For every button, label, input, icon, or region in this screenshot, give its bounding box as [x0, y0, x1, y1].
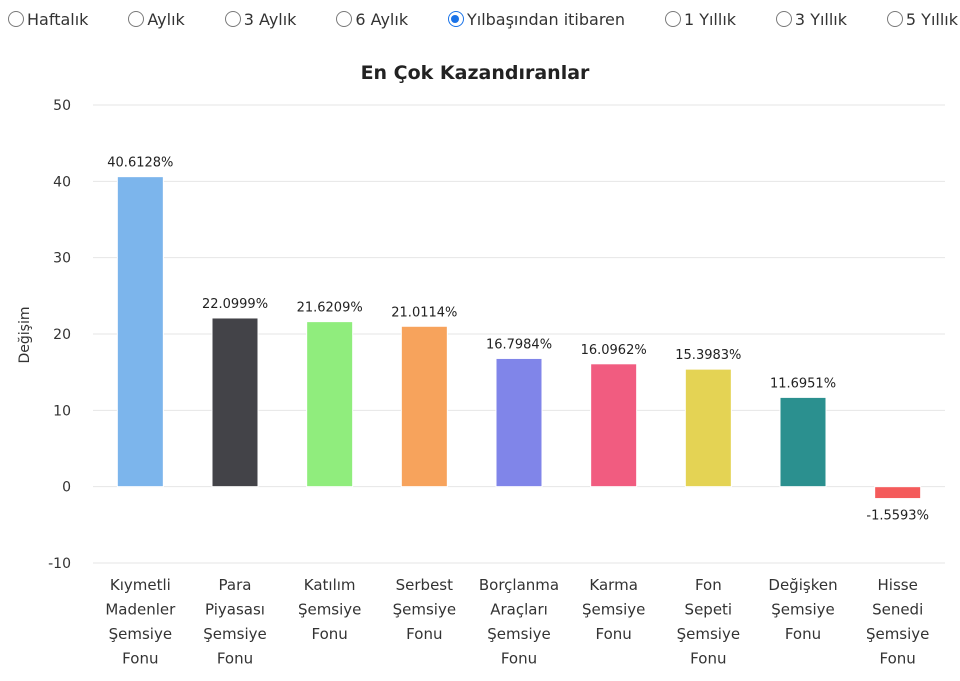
data-label: 16.7984% — [486, 337, 552, 352]
filter-option[interactable]: 1 Yıllık — [664, 9, 737, 29]
x-category-label: Madenler — [105, 601, 176, 619]
x-category-label: Serbest — [396, 576, 453, 594]
x-category-label: Fonu — [596, 625, 632, 643]
y-tick-label: 40 — [53, 174, 71, 190]
data-label: 40.6128% — [107, 156, 173, 171]
filter-option-label: 3 Yıllık — [794, 9, 848, 29]
bar[interactable] — [590, 363, 638, 488]
x-category-label: Katılım — [304, 576, 356, 594]
filter-option[interactable]: 3 Yıllık — [775, 9, 848, 29]
bar[interactable] — [400, 325, 448, 488]
y-tick-label: 0 — [62, 480, 71, 496]
x-category-label: Fonu — [785, 625, 821, 643]
x-category-label: Fonu — [880, 650, 916, 668]
x-category-label: Şemsiye — [677, 625, 740, 643]
data-label: 21.0114% — [391, 305, 457, 320]
y-axis-ticks: -10 0 10 20 30 40 50 — [48, 98, 71, 572]
x-category-label: Şemsiye — [487, 625, 550, 643]
bars — [116, 176, 922, 500]
x-category-label: Şemsiye — [582, 601, 645, 619]
x-category-label: Borçlanma — [479, 576, 559, 594]
x-category-label: Fonu — [501, 650, 537, 668]
bar[interactable] — [116, 176, 164, 488]
filter-option-label: 1 Yıllık — [683, 9, 737, 29]
bar[interactable] — [874, 486, 922, 500]
x-category-label: Fonu — [406, 625, 442, 643]
y-tick-label: -10 — [48, 556, 71, 572]
radio-button[interactable] — [886, 11, 903, 27]
data-label: 16.0962% — [581, 343, 647, 358]
y-tick-label: 30 — [53, 251, 71, 267]
x-category-label: Şemsiye — [203, 625, 266, 643]
x-category-label: Fonu — [122, 650, 158, 668]
data-label: 11.6951% — [770, 376, 836, 391]
y-tick-label: 10 — [53, 403, 71, 419]
x-category-label: Araçları — [490, 601, 548, 619]
filter-option[interactable]: Haftalık — [8, 10, 88, 29]
filter-option-label: Aylık — [147, 9, 185, 29]
x-category-label: Şemsiye — [771, 601, 834, 619]
x-category-label: Karma — [589, 576, 637, 594]
y-tick-label: 50 — [53, 98, 71, 114]
bar[interactable] — [684, 368, 732, 488]
filter-option-label: Yılbaşından itibaren — [466, 9, 626, 29]
bar[interactable] — [211, 317, 259, 488]
x-category-label: Değişken — [768, 576, 837, 594]
x-category-label: Hisse — [878, 576, 918, 594]
filter-option-label: 6 Aylık — [355, 9, 409, 29]
data-label: -1.5593% — [866, 509, 929, 524]
x-category-label: Para — [219, 576, 252, 594]
period-filter-group: Haftalık Aylık 3 Aylık 6 Aylık Yılbaşından i… — [8, 5, 958, 33]
chart-title: En Çok Kazandıranlar — [361, 62, 590, 84]
filter-option-label: 3 Aylık — [243, 9, 297, 29]
radio-button[interactable] — [224, 11, 241, 27]
radio-button[interactable] — [664, 11, 681, 27]
x-category-label: Şemsiye — [298, 601, 361, 619]
filter-option-label: 5 Yıllık — [905, 9, 958, 29]
data-label: 15.3983% — [675, 348, 741, 363]
x-category-label: Şemsiye — [109, 625, 172, 643]
value-labels: 40.6128% 22.0999% 21.6209% 21.0114% 16.7984%… — [107, 156, 929, 524]
y-axis-label: Değişim — [17, 307, 33, 364]
x-category-label: Fonu — [217, 650, 253, 668]
radio-button[interactable] — [128, 11, 145, 27]
x-category-label: Senedi — [872, 601, 923, 619]
filter-option-label: Haftalık — [27, 9, 89, 29]
radio-button[interactable] — [447, 11, 464, 27]
radio-button[interactable] — [8, 11, 24, 27]
filter-option[interactable]: Aylık — [128, 9, 185, 29]
filter-option[interactable]: 5 Yıllık — [886, 9, 958, 29]
x-category-label: Şemsiye — [393, 601, 456, 619]
x-category-label: Fonu — [312, 625, 348, 643]
filter-option[interactable]: 6 Aylık — [336, 10, 408, 29]
filter-option[interactable]: Yılbaşından itibaren — [447, 9, 626, 29]
bar[interactable] — [779, 396, 827, 488]
y-tick-label: 20 — [53, 327, 71, 343]
x-category-label: Piyasası — [205, 601, 265, 619]
x-category-label: Fon — [695, 576, 722, 594]
filter-option[interactable]: 3 Aylık — [224, 9, 297, 29]
bar[interactable] — [495, 357, 543, 488]
x-category-label: Şemsiye — [866, 625, 929, 643]
data-label: 21.6209% — [297, 301, 363, 316]
radio-button[interactable] — [336, 11, 353, 27]
x-axis-categories: Kıymetli Madenler Şemsiye Fonu Para Piyasası Ş… — [105, 576, 929, 668]
x-category-label: Sepeti — [685, 601, 733, 619]
x-category-label: Kıymetli — [110, 576, 171, 594]
radio-button[interactable] — [775, 11, 792, 27]
x-category-label: Fonu — [690, 650, 726, 668]
bar[interactable] — [306, 321, 354, 488]
data-label: 22.0999% — [202, 297, 268, 312]
